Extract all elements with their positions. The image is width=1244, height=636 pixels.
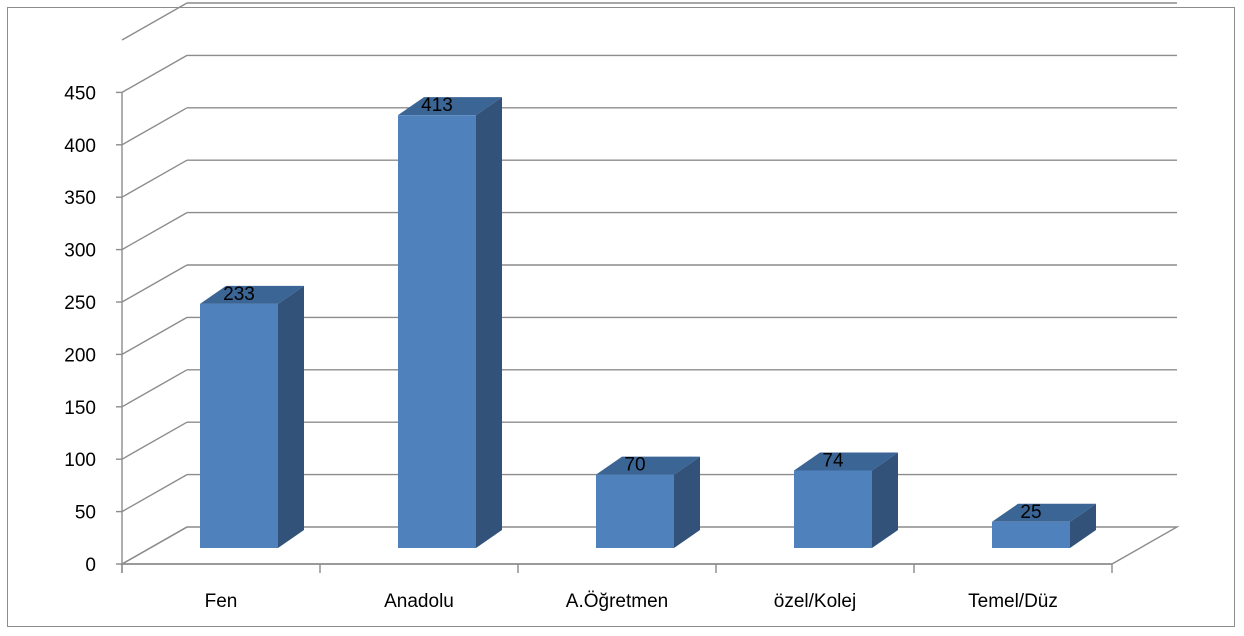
x-tick-label: Temel/Düz (968, 591, 1058, 612)
x-tick-label: Anadolu (384, 591, 454, 612)
gridline-diagonal (121, 421, 188, 460)
x-tick-label: A.Öğretmen (566, 591, 668, 612)
bar (398, 97, 502, 549)
bar-side (476, 97, 502, 549)
gridline-diagonal (121, 2, 188, 41)
data-label: 70 (624, 455, 645, 476)
gridline-diagonal (121, 264, 188, 303)
bar-side (278, 285, 304, 548)
bar (794, 452, 898, 548)
label-layer: 233 Fen 413 Anadolu 70 A.Öğretmen 74 özel/Kolej… (205, 95, 1058, 612)
bar-top (794, 452, 898, 471)
y-tick-label: 450 (64, 83, 96, 104)
data-label: 233 (223, 284, 255, 305)
bar (200, 285, 304, 548)
bar-front (200, 303, 278, 548)
bar-front (398, 115, 476, 549)
gridline-diagonal (121, 369, 188, 408)
y-tick-label: 200 (64, 345, 96, 366)
y-tick-label: 350 (64, 188, 96, 209)
gridline-diagonal (121, 159, 188, 198)
bar-top (992, 503, 1096, 522)
y-tick-label: 250 (64, 293, 96, 314)
bar-front (596, 474, 674, 548)
y-tick-label: 150 (64, 398, 96, 419)
bar-front (992, 521, 1070, 548)
grid-layer (119, 2, 1180, 565)
y-tick-label: 50 (75, 503, 96, 524)
bar (992, 503, 1096, 548)
bar-side (1070, 503, 1096, 548)
y-tick-label: 0 (85, 555, 96, 576)
axis-layer: 0 50 100 150 200 250 300 350 400 450 (64, 83, 1113, 576)
gridline-diagonal (121, 473, 188, 513)
gridline-diagonal (121, 107, 188, 146)
y-tick-label: 400 (64, 136, 96, 157)
x-tick-label: özel/Kolej (774, 591, 856, 612)
x-tick-label: Fen (205, 591, 238, 612)
data-label: 25 (1020, 502, 1041, 523)
data-label: 413 (421, 95, 453, 116)
bar (596, 456, 700, 548)
y-tick-label: 100 (64, 450, 96, 471)
bar-layer (200, 97, 1096, 549)
bar-side (872, 452, 898, 548)
gridline-diagonal (121, 211, 188, 251)
bar-top (200, 285, 304, 304)
bar-top (398, 97, 502, 116)
bar-side (674, 456, 700, 548)
bar-front (794, 470, 872, 548)
y-tick-label: 300 (64, 241, 96, 262)
data-label: 74 (822, 450, 844, 471)
gridline-diagonal (121, 316, 188, 356)
bar-top (596, 456, 700, 475)
gridline-diagonal (121, 54, 188, 94)
